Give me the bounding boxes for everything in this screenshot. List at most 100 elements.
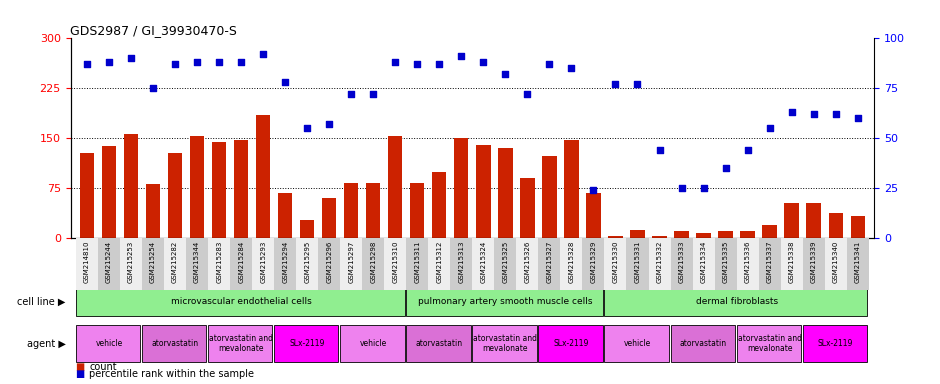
Text: GSM215293: GSM215293 xyxy=(260,241,266,283)
Bar xyxy=(234,139,248,238)
Text: GSM215330: GSM215330 xyxy=(613,241,619,283)
Text: ■: ■ xyxy=(75,362,85,372)
Bar xyxy=(604,325,668,362)
Bar xyxy=(718,232,732,238)
Bar xyxy=(340,238,362,290)
Point xyxy=(388,59,403,65)
Text: GSM215298: GSM215298 xyxy=(370,241,376,283)
Bar xyxy=(274,238,296,290)
Bar xyxy=(652,236,666,238)
Text: GSM215313: GSM215313 xyxy=(459,241,464,283)
Text: GSM215341: GSM215341 xyxy=(854,241,861,283)
Point xyxy=(674,185,689,191)
Text: GSM215327: GSM215327 xyxy=(546,241,553,283)
Text: SLx-2119: SLx-2119 xyxy=(818,339,854,348)
Bar xyxy=(384,238,406,290)
Text: GDS2987 / GI_39930470-S: GDS2987 / GI_39930470-S xyxy=(70,24,238,37)
Text: GSM215282: GSM215282 xyxy=(172,241,178,283)
Bar xyxy=(274,325,338,362)
Bar xyxy=(388,136,402,238)
Bar xyxy=(516,238,539,290)
Bar xyxy=(146,184,160,238)
Bar xyxy=(737,238,759,290)
Point xyxy=(410,61,425,68)
Bar xyxy=(539,325,603,362)
Bar xyxy=(76,287,404,316)
Text: cell line ▶: cell line ▶ xyxy=(18,296,66,306)
Text: GSM215340: GSM215340 xyxy=(833,241,838,283)
Text: count: count xyxy=(89,362,117,372)
Text: GSM215339: GSM215339 xyxy=(810,241,817,283)
Bar xyxy=(785,204,799,238)
Text: GSM215296: GSM215296 xyxy=(326,241,332,283)
Bar xyxy=(693,238,714,290)
Bar xyxy=(780,238,803,290)
Text: atorvastatin and
mevalonate: atorvastatin and mevalonate xyxy=(474,334,538,353)
Bar xyxy=(608,236,622,238)
Bar xyxy=(256,115,271,238)
Point xyxy=(431,61,446,68)
Point xyxy=(102,59,117,65)
Text: vehicle: vehicle xyxy=(624,339,651,348)
Text: atorvastatin and
mevalonate: atorvastatin and mevalonate xyxy=(738,334,802,353)
Text: GSM215325: GSM215325 xyxy=(502,241,509,283)
Point xyxy=(212,59,227,65)
Point xyxy=(718,165,733,171)
Text: GSM215284: GSM215284 xyxy=(238,241,244,283)
Bar xyxy=(803,238,824,290)
Text: GSM215312: GSM215312 xyxy=(436,241,443,283)
Point xyxy=(740,147,755,153)
Bar xyxy=(587,193,601,238)
Point xyxy=(652,147,667,153)
Point xyxy=(146,85,161,91)
Bar xyxy=(76,238,98,290)
Bar xyxy=(674,232,689,238)
Point xyxy=(321,121,337,127)
Text: GSM215326: GSM215326 xyxy=(525,241,530,283)
Text: GSM215335: GSM215335 xyxy=(723,241,728,283)
Bar xyxy=(714,238,737,290)
Bar xyxy=(604,287,867,316)
Bar xyxy=(80,153,94,238)
Bar xyxy=(560,238,583,290)
Bar xyxy=(124,134,138,238)
Text: GSM215334: GSM215334 xyxy=(700,241,707,283)
Bar xyxy=(477,145,491,238)
Bar xyxy=(631,230,645,238)
Bar xyxy=(208,325,273,362)
Point xyxy=(476,59,491,65)
Point xyxy=(807,111,822,118)
Point xyxy=(80,61,95,68)
Point xyxy=(167,61,182,68)
Text: GSM215332: GSM215332 xyxy=(656,241,663,283)
Bar xyxy=(142,325,207,362)
Text: GSM215333: GSM215333 xyxy=(679,241,684,283)
Point xyxy=(784,109,799,115)
Text: GSM215294: GSM215294 xyxy=(282,241,289,283)
Text: GSM215324: GSM215324 xyxy=(480,241,486,283)
Bar xyxy=(429,238,450,290)
Point xyxy=(277,79,292,85)
Bar xyxy=(230,238,252,290)
Text: agent ▶: agent ▶ xyxy=(27,339,66,349)
Text: GSM215337: GSM215337 xyxy=(767,241,773,283)
Point xyxy=(300,125,315,131)
Text: GSM215295: GSM215295 xyxy=(305,241,310,283)
Text: GSM215329: GSM215329 xyxy=(590,241,597,283)
Bar xyxy=(539,238,560,290)
Bar xyxy=(168,153,182,238)
Text: microvascular endothelial cells: microvascular endothelial cells xyxy=(171,297,311,306)
Bar xyxy=(322,198,337,238)
Bar xyxy=(670,325,735,362)
Text: GSM215244: GSM215244 xyxy=(106,241,112,283)
Bar xyxy=(102,146,117,238)
Bar xyxy=(807,204,821,238)
Bar xyxy=(319,238,340,290)
Bar xyxy=(583,238,604,290)
Point xyxy=(696,185,711,191)
Bar xyxy=(340,325,404,362)
Text: GSM215311: GSM215311 xyxy=(415,241,420,283)
Bar xyxy=(473,325,537,362)
Text: vehicle: vehicle xyxy=(360,339,387,348)
Text: GSM215331: GSM215331 xyxy=(634,241,640,283)
